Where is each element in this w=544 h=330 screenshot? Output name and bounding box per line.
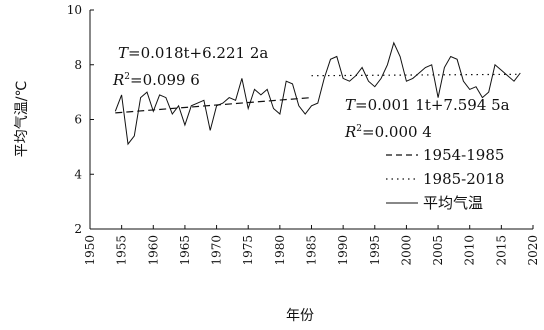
x-tick-label: 1955 [115, 235, 129, 266]
legend-label-1985-2018: 1985-2018 [423, 170, 504, 188]
y-tick-label: 4 [74, 167, 82, 181]
trend2-equation-var: T [345, 96, 356, 114]
x-axis-title: 年份 [286, 308, 314, 324]
y-tick-label: 6 [74, 113, 82, 127]
y-tick-label: 2 [74, 222, 82, 236]
x-tick-label: 2015 [494, 235, 508, 266]
trend1-equation-var: T [118, 44, 129, 62]
x-axis-ticks: 1950 1955 1960 1965 1970 1975 1980 1985 1990 1995… [83, 225, 540, 266]
y-tick-label: 10 [67, 3, 82, 17]
x-tick-label: 1965 [178, 235, 192, 266]
trend1-r2-text: =0.099 6 [130, 71, 200, 89]
x-tick-label: 1975 [241, 235, 255, 266]
x-tick-label: 2010 [463, 235, 477, 266]
x-tick-label: 1960 [146, 235, 160, 266]
x-tick-label: 2005 [431, 235, 445, 266]
trend1-equation-text: =0.018t+6.221 2a [128, 44, 268, 62]
trend1-r2-sup: 2 [124, 72, 130, 82]
x-tick-label: 2000 [399, 235, 413, 266]
trend1-r2-var: R [112, 71, 124, 89]
trend2-r2-sup: 2 [356, 124, 362, 134]
y-axis-title: 平均气温/℃ [14, 81, 30, 157]
x-tick-label: 1995 [368, 235, 382, 266]
trend2-equation: T=0.001 1t+7.594 5a [345, 96, 510, 114]
legend-label-mean-temp: 平均气温 [423, 194, 483, 212]
y-axis-ticks: 2 4 6 8 10 [67, 3, 94, 236]
legend-label-1954-1985: 1954-1985 [423, 146, 504, 164]
trend2-r2-var: R [344, 123, 356, 141]
x-tick-label: 1980 [273, 235, 287, 266]
series-line-solid [114, 41, 521, 146]
x-tick-label: 1985 [305, 235, 319, 266]
legend: 1954-1985 1985-2018 平均气温 [386, 146, 504, 212]
trend2-r2: R2=0.000 4 [344, 123, 432, 141]
trend1-r2: R2=0.099 6 [112, 71, 200, 89]
trend2-r2-text: =0.000 4 [362, 123, 432, 141]
x-tick-label: 1950 [83, 235, 97, 266]
trend2-equation-text: =0.001 1t+7.594 5a [355, 96, 510, 114]
trend1-equation: T=0.018t+6.221 2a [118, 44, 268, 62]
x-tick-label: 1970 [210, 235, 224, 266]
y-tick-label: 8 [74, 58, 82, 72]
x-tick-label: 1990 [336, 235, 350, 266]
series-layer [114, 41, 521, 146]
x-tick-label: 2020 [526, 235, 540, 266]
